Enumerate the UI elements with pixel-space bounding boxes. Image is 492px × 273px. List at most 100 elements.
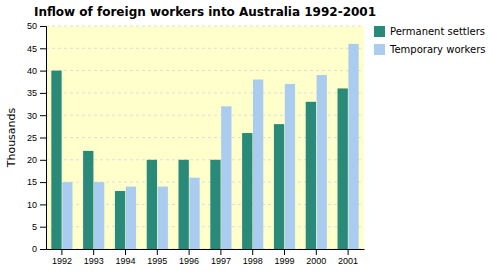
x-tick: 1999 xyxy=(274,249,294,266)
x-tick-mark xyxy=(220,249,221,255)
y-tick-mark xyxy=(40,204,46,205)
grid-line xyxy=(46,92,364,93)
grid-line xyxy=(46,159,364,160)
x-tick: 1997 xyxy=(211,249,231,266)
bar xyxy=(115,191,125,249)
bar-series xyxy=(51,71,348,249)
bar xyxy=(158,187,168,249)
x-tick-label: 1992 xyxy=(52,256,72,266)
title: Inflow of foreign workers into Australia… xyxy=(34,5,376,19)
x-tick-mark xyxy=(252,249,253,255)
y-tick-mark xyxy=(40,115,46,116)
y-tick-mark xyxy=(40,227,46,228)
y-tick: 20 xyxy=(27,155,46,165)
x-tick: 1998 xyxy=(243,249,263,266)
y-tick: 25 xyxy=(27,133,46,143)
x-tick-mark xyxy=(348,249,349,255)
bar xyxy=(274,124,284,249)
grid-line xyxy=(46,115,364,116)
grid-line xyxy=(46,48,364,49)
y-tick-label: 15 xyxy=(27,177,37,187)
y-tick-label: 0 xyxy=(32,244,37,254)
grid-line xyxy=(46,182,364,183)
legend-label: Temporary workers xyxy=(389,44,486,55)
grid-line xyxy=(46,26,364,27)
bar-series xyxy=(62,44,359,249)
y-tick-mark xyxy=(40,182,46,183)
y-tick: 30 xyxy=(27,111,46,121)
bar xyxy=(210,160,220,249)
x-tick-label: 1996 xyxy=(179,256,199,266)
grid-line xyxy=(46,204,364,205)
y-tick-mark xyxy=(40,48,46,49)
plot-background xyxy=(46,26,364,249)
bar xyxy=(51,71,61,249)
y-tick-label: 5 xyxy=(32,222,37,232)
y-tick-label: 40 xyxy=(27,66,37,76)
x-tick-mark xyxy=(61,249,62,255)
x-tick-mark xyxy=(157,249,158,255)
y-axis-title: Thousands xyxy=(5,107,18,168)
y-tick-label: 30 xyxy=(27,111,37,121)
y-tick: 50 xyxy=(27,21,46,31)
x-tick-label: 1993 xyxy=(84,256,104,266)
bars xyxy=(51,44,358,249)
legend-swatch xyxy=(374,26,385,37)
x-tick-label: 1994 xyxy=(115,256,135,266)
bar xyxy=(221,106,231,249)
y-tick-label: 25 xyxy=(27,133,37,143)
y-tick-label: 35 xyxy=(27,88,37,98)
y-tick: 40 xyxy=(27,66,46,76)
bar xyxy=(306,102,316,249)
y-axis-line xyxy=(40,27,47,250)
x-tick: 1995 xyxy=(147,249,167,266)
y-tick-mark xyxy=(40,160,46,161)
x-tick-mark xyxy=(316,249,317,255)
x-tick-label: 1999 xyxy=(274,256,294,266)
x-tick-label: 1997 xyxy=(211,256,231,266)
x-tick-label: 1998 xyxy=(243,256,263,266)
plot: 1992199319941995199619971998199920002001… xyxy=(27,21,365,266)
x-tick-mark xyxy=(189,249,190,255)
y-tick-label: 20 xyxy=(27,155,37,165)
bar xyxy=(62,182,72,249)
bar xyxy=(317,75,327,249)
x-tick: 2001 xyxy=(338,249,358,266)
x-tick: 1992 xyxy=(52,249,72,266)
y-tick-mark xyxy=(40,249,46,250)
bar xyxy=(285,84,295,249)
y-tick-mark xyxy=(40,138,46,139)
bar xyxy=(94,182,104,249)
x-axis: 1992 1993 1994 1995 1996 1997 1998 1999 2000 2001 xyxy=(47,249,365,266)
x-tick-mark xyxy=(284,249,285,255)
chart: 1992199319941995199619971998199920002001… xyxy=(0,0,492,273)
x-tick-label: 1995 xyxy=(147,256,167,266)
y-tick-mark xyxy=(40,26,46,27)
y-tick: 10 xyxy=(27,200,46,210)
y-tick-label: 10 xyxy=(27,200,37,210)
x-tick-mark xyxy=(125,249,126,255)
legend-swatch xyxy=(374,44,385,55)
y-tick: 5 xyxy=(32,222,46,232)
y-tick: 45 xyxy=(27,44,46,54)
x-tick: 1993 xyxy=(84,249,104,266)
grid xyxy=(46,26,364,249)
grid-line xyxy=(46,137,364,138)
y-tick-label: 45 xyxy=(27,44,37,54)
y-tick-mark xyxy=(40,93,46,94)
x-tick: 2000 xyxy=(306,249,326,266)
bar xyxy=(83,151,93,249)
y-tick-label: 50 xyxy=(27,21,37,31)
bar xyxy=(179,160,189,249)
bar xyxy=(189,178,199,249)
legend-label: Permanent settlers xyxy=(390,26,485,37)
x-tick-label: 2000 xyxy=(306,256,326,266)
bar xyxy=(253,80,263,249)
y-tick: 15 xyxy=(27,177,46,187)
y-axis: 0 5 10 15 20 25 30 35 40 45 50 xyxy=(27,21,47,254)
legend-item: Permanent settlers xyxy=(374,26,485,37)
y-tick-mark xyxy=(40,71,46,72)
bar xyxy=(338,88,348,249)
x-tick-mark xyxy=(93,249,94,255)
bar xyxy=(147,160,157,249)
